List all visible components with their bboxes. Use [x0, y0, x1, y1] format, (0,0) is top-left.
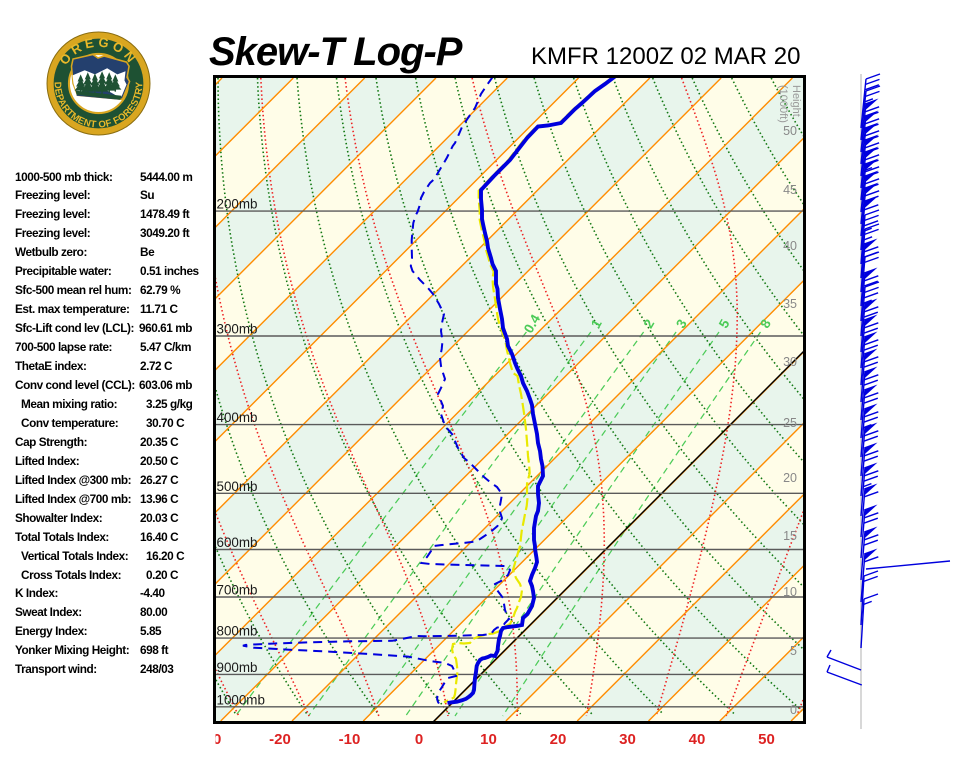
svg-text:0: 0: [415, 731, 423, 748]
svg-text:50: 50: [758, 731, 775, 748]
svg-text:200mb: 200mb: [217, 197, 258, 212]
svg-text:-30: -30: [200, 731, 222, 748]
svg-text:600mb: 600mb: [217, 535, 258, 550]
svg-text:30: 30: [619, 731, 636, 748]
svg-text:45: 45: [783, 183, 797, 197]
svg-text:800mb: 800mb: [217, 624, 258, 639]
svg-text:300mb: 300mb: [217, 322, 258, 337]
svg-text:900mb: 900mb: [217, 660, 258, 675]
svg-text:0: 0: [790, 703, 797, 717]
svg-text:30: 30: [783, 355, 797, 369]
svg-text:500mb: 500mb: [217, 479, 258, 494]
svg-text:40: 40: [689, 731, 706, 748]
svg-text:10: 10: [783, 585, 797, 599]
svg-text:Height: Height: [790, 85, 802, 117]
svg-text:700mb: 700mb: [217, 583, 258, 598]
svg-text:400mb: 400mb: [217, 410, 258, 425]
svg-text:20: 20: [550, 731, 567, 748]
svg-text:40: 40: [783, 239, 797, 253]
svg-text:15: 15: [783, 529, 797, 543]
svg-text:10: 10: [480, 731, 497, 748]
svg-text:25: 25: [783, 416, 797, 430]
svg-text:-10: -10: [339, 731, 361, 748]
svg-text:5: 5: [790, 644, 797, 658]
svg-text:(1000ft): (1000ft): [777, 85, 789, 123]
svg-text:50: 50: [783, 124, 797, 138]
svg-text:1000mb: 1000mb: [217, 692, 265, 707]
svg-text:35: 35: [783, 297, 797, 311]
svg-text:20: 20: [783, 471, 797, 485]
svg-text:-20: -20: [269, 731, 291, 748]
